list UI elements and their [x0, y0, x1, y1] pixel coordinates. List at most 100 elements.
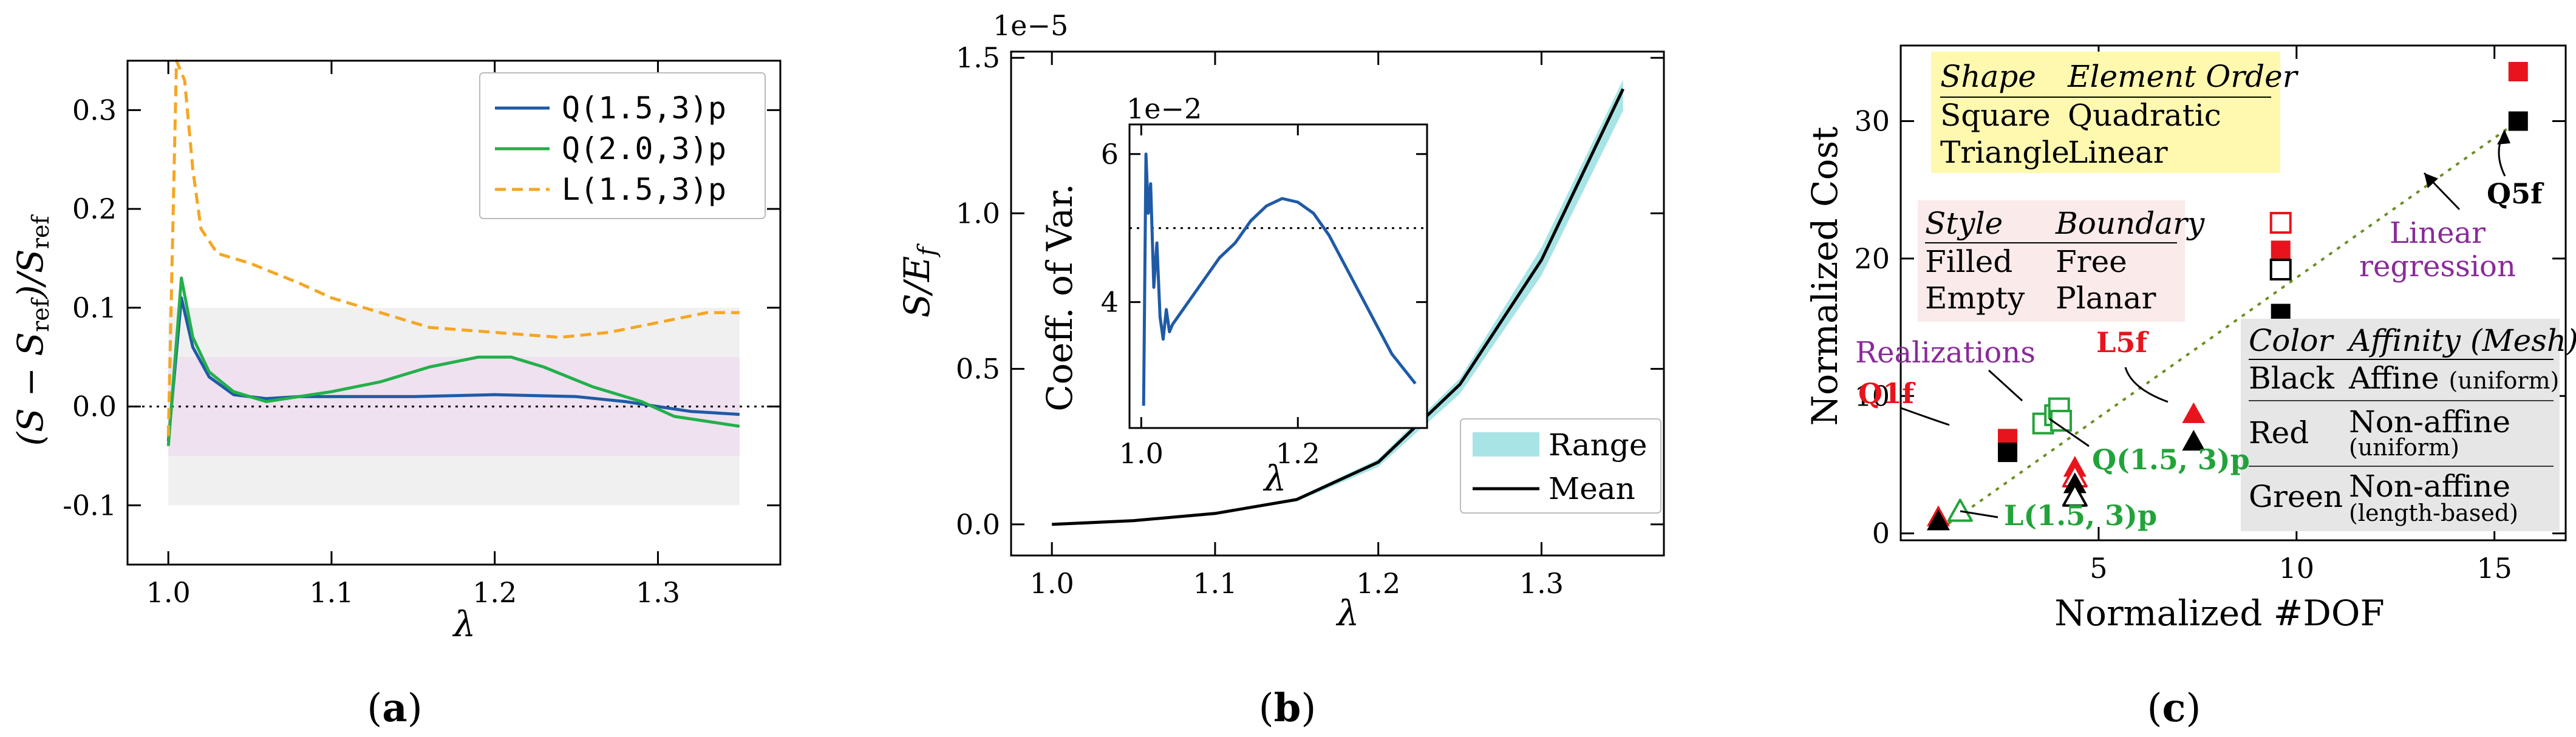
c-panel-label: (c) — [2147, 685, 2201, 731]
b-range-band — [1052, 80, 1623, 525]
b-xtick-label-2: 1.2 — [1356, 567, 1400, 600]
a-ytick-label-0: -0.1 — [63, 489, 117, 521]
c-annot-realizations: Realizations — [1855, 336, 2036, 370]
c-regression-line — [1940, 120, 2519, 531]
c-style-cell-0-1: Free — [2056, 244, 2127, 279]
c-point-2 — [2269, 212, 2292, 234]
c-color-header-1: Affinity (Mesh) — [2346, 323, 2576, 358]
b-inset-ticks: 1.0 1.2 4 6 — [1101, 124, 1427, 470]
c-plot-frame — [1900, 44, 2567, 542]
b-panel-letter: b — [1274, 685, 1301, 731]
c-point-15 — [2062, 483, 2088, 507]
a-x-axis-label: λ — [452, 603, 476, 645]
b-inset-ytick-label-1: 6 — [1101, 138, 1119, 171]
c-arrow-l153p — [1960, 510, 1998, 518]
b-inset: 1.0 1.2 4 6 1e−2 Coeff. of Var. λ — [1039, 92, 1428, 499]
b-ytick-label-0: 0.0 — [956, 508, 1000, 541]
b-legend-label-range: Range — [1549, 427, 1647, 463]
c-style-header-1: Boundary — [2055, 206, 2205, 241]
c-point-0 — [2508, 62, 2528, 82]
c-panel-letter: c — [2162, 685, 2186, 731]
c-ytick-label-0: 0 — [1872, 517, 1890, 550]
b-inset-background — [1130, 124, 1427, 428]
a-legend-box — [479, 72, 766, 219]
c-ytick-label-2: 20 — [1854, 242, 1890, 275]
b-y-offset-label: 1e−5 — [993, 9, 1068, 42]
b-ytick-label-3: 1.5 — [956, 41, 1000, 74]
c-y-axis-label: Normalized Cost — [1804, 127, 1845, 426]
c-shape-cell-1-0: Triangle — [1940, 135, 2070, 170]
b-inset-ytick-label-0: 4 — [1101, 286, 1119, 319]
b-panel-label: (b) — [1259, 685, 1317, 731]
b-xtick-label-1: 1.1 — [1193, 567, 1237, 600]
c-color-row-0-name: Black — [2249, 361, 2335, 396]
c-point-3 — [2271, 240, 2291, 260]
c-annotations: Q5f Linear regression Realizations L5f Q… — [1855, 130, 2544, 532]
c-style-cell-0-0: Filled — [1925, 244, 2012, 279]
b-xtick-label-0: 1.0 — [1030, 567, 1074, 600]
c-point-14 — [2063, 472, 2087, 494]
c-point-19 — [1926, 509, 1950, 531]
c-annot-l5f: L5f — [2096, 326, 2149, 359]
b-legend-label-mean: Mean — [1549, 471, 1635, 506]
c-color-row-1-sub: (uniform) — [2349, 434, 2459, 461]
a-legend-label-1: Q(2.0,3)p — [562, 131, 726, 166]
panel-a: 1.0 1.1 1.2 1.3 -0.1 0.0 0.1 0.2 0.3 Q(1.5,3)p Q… — [10, 59, 782, 731]
b-series-line-0 — [1052, 88, 1625, 526]
b-ytick-label-2: 1.0 — [956, 197, 1000, 229]
a-bands — [168, 307, 740, 506]
c-color-row-0-desc: Affine (uniform) — [2348, 361, 2559, 396]
c-point-16 — [2182, 402, 2206, 423]
c-point-20 — [1947, 498, 1973, 522]
c-color-table-bg — [2241, 319, 2560, 531]
c-style-table: Style Boundary Filled Free Empty Planar — [1918, 200, 2205, 322]
c-xtick-label-2: 15 — [2476, 552, 2512, 585]
c-point-7 — [1997, 443, 2017, 463]
a-xtick-label-1: 1.1 — [309, 576, 353, 609]
c-shape-header-1: Element Order — [2067, 59, 2299, 94]
c-shape-cell-1-1: Linear — [2068, 135, 2168, 170]
a-series — [166, 59, 740, 446]
c-color-row-0-desc-sub: (uniform) — [2448, 367, 2559, 394]
a-series-line-2 — [166, 59, 740, 436]
c-shape-header-0: Shape — [1940, 59, 2036, 94]
a-xtick-label-0: 1.0 — [146, 576, 191, 609]
a-ytick-label-3: 0.2 — [72, 192, 117, 225]
c-arrow-l5f — [2124, 367, 2169, 403]
c-annot-linear-2: regression — [2359, 250, 2516, 284]
c-color-row-2-desc: Non-affine — [2349, 469, 2510, 504]
b-inset-series-line-0 — [1142, 152, 1417, 406]
c-style-cell-1-1: Planar — [2056, 280, 2156, 316]
a-band-1 — [168, 357, 740, 456]
c-shape-table-bg — [1931, 52, 2280, 173]
c-arrow-realizations — [1988, 369, 2023, 402]
a-legend-label-0: Q(1.5,3)p — [562, 90, 726, 126]
c-arrow-q153p — [2049, 418, 2090, 447]
a-xtick-label-3: 1.3 — [636, 576, 680, 609]
c-annot-linear-1: Linear — [2390, 216, 2486, 250]
c-color-header-0: Color — [2249, 323, 2334, 358]
a-panel-letter: a — [382, 685, 407, 731]
a-series-line-1 — [166, 276, 740, 446]
c-xtick-label-1: 10 — [2279, 552, 2315, 585]
a-ticks: 1.0 1.1 1.2 1.3 -0.1 0.0 0.1 0.2 0.3 — [63, 61, 780, 609]
b-inset-frame — [1128, 123, 1428, 429]
a-ytick-label-4: 0.3 — [72, 93, 117, 126]
c-shape-cell-0-0: Square — [1940, 98, 2051, 133]
c-shape-table: Shape Element Order Square Quadratic Tri… — [1931, 52, 2299, 173]
c-xtick-label-0: 5 — [2090, 552, 2107, 585]
b-y-axis-label: S/Ef — [896, 243, 941, 318]
b-inset-x-axis-label: λ — [1263, 458, 1287, 499]
c-annot-q1f: Q1f — [1858, 377, 1916, 410]
b-inset-y-offset-label: 1e−2 — [1126, 92, 1202, 125]
c-shape-cell-0-1: Quadratic — [2068, 98, 2221, 133]
c-point-4 — [2269, 259, 2292, 281]
a-ytick-label-1: 0.0 — [72, 390, 117, 423]
c-x-axis-label: Normalized #DOF — [2054, 593, 2384, 634]
c-point-1 — [2508, 111, 2528, 131]
a-plot-frame — [126, 59, 782, 566]
c-point-17 — [2182, 430, 2206, 451]
c-color-row-0-desc-main: Affine — [2348, 361, 2439, 396]
c-color-table: Color Affinity (Mesh) Black Affine (unif… — [2241, 319, 2576, 531]
